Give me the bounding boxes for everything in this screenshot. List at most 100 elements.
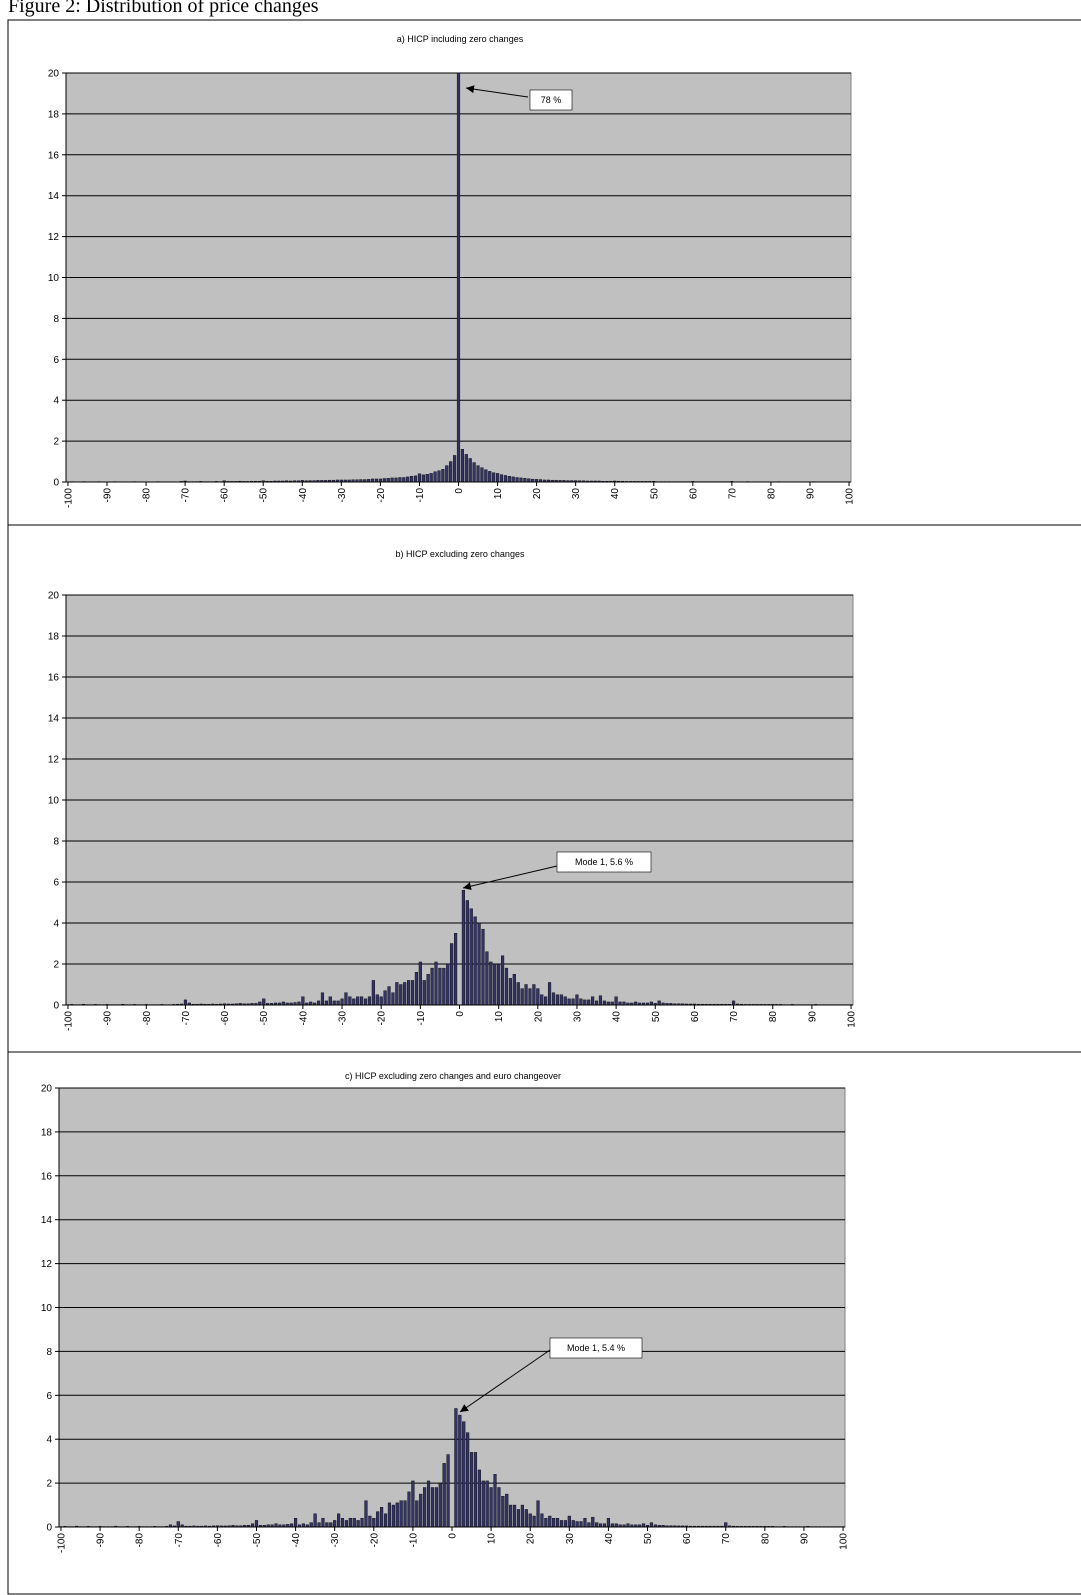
bar xyxy=(476,465,480,482)
x-tick-label: -60 xyxy=(213,1533,224,1548)
bar xyxy=(254,1520,259,1527)
bar xyxy=(363,998,368,1005)
bar xyxy=(383,1513,388,1527)
bar xyxy=(304,480,308,482)
bar xyxy=(399,984,403,1005)
annotation-arrow xyxy=(465,85,529,98)
bar xyxy=(423,1487,427,1527)
bar xyxy=(657,1525,661,1527)
bar xyxy=(336,1000,340,1005)
bar xyxy=(501,1496,505,1527)
bar xyxy=(403,982,407,1005)
bar xyxy=(575,1521,579,1527)
bar xyxy=(638,1524,642,1527)
bar xyxy=(575,994,579,1005)
bar xyxy=(285,1002,289,1005)
bar xyxy=(503,475,507,482)
x-tick-label: -80 xyxy=(142,488,153,503)
y-tick-label: 2 xyxy=(53,960,59,971)
bar xyxy=(453,455,457,482)
x-tick-label: 10 xyxy=(487,1533,498,1545)
bar xyxy=(234,1003,238,1005)
x-tick-label: -70 xyxy=(174,1533,185,1548)
bar xyxy=(524,1509,528,1527)
bar xyxy=(558,480,562,482)
x-tick-label: 60 xyxy=(682,1533,693,1545)
x-tick-label: 40 xyxy=(612,1011,623,1023)
x-tick-label: -90 xyxy=(103,488,114,503)
bar xyxy=(231,1525,235,1527)
bar xyxy=(446,1454,450,1527)
bar xyxy=(418,961,422,1005)
bar xyxy=(419,1493,423,1527)
x-tick-label: -30 xyxy=(338,1011,349,1026)
bar xyxy=(410,476,414,482)
bar xyxy=(454,933,458,1005)
y-tick-label: 14 xyxy=(48,714,60,725)
bar xyxy=(555,994,559,1005)
bar xyxy=(481,1480,485,1527)
bar xyxy=(524,984,528,1005)
bar xyxy=(394,477,398,482)
bar xyxy=(360,996,364,1005)
bar xyxy=(493,1474,497,1527)
annotation-box xyxy=(549,1337,643,1359)
bar xyxy=(333,1520,337,1527)
bar xyxy=(316,1000,321,1005)
x-tick-label: 20 xyxy=(526,1533,537,1545)
bar xyxy=(382,478,386,482)
x-tick-label: -10 xyxy=(416,1011,427,1026)
x-tick-label: 0 xyxy=(455,1011,466,1017)
y-tick-label: 12 xyxy=(41,1259,53,1270)
x-tick-label: 70 xyxy=(729,1011,740,1023)
chart-title: c) HICP excluding zero changes and euro … xyxy=(345,1071,561,1081)
bar xyxy=(602,1523,607,1527)
bar xyxy=(458,1414,462,1527)
y-tick-label: 18 xyxy=(48,109,60,120)
x-tick-label: 100 xyxy=(839,1533,850,1550)
bar xyxy=(380,1507,384,1527)
bar xyxy=(273,480,277,482)
bar xyxy=(489,1487,493,1527)
annotation: Mode 1, 5.6 % xyxy=(575,857,633,867)
bar xyxy=(473,1452,478,1527)
bar xyxy=(282,1524,286,1527)
y-tick-label: 20 xyxy=(48,69,60,80)
bar xyxy=(274,1523,278,1527)
x-tick-label: 50 xyxy=(651,1011,662,1023)
bar xyxy=(724,1522,728,1527)
bar xyxy=(426,974,430,1005)
bar xyxy=(402,477,406,482)
annotation: Mode 1, 5.4 % xyxy=(567,1343,625,1353)
bar xyxy=(429,473,433,482)
bar xyxy=(325,1522,329,1527)
bar xyxy=(466,1432,470,1527)
bar xyxy=(559,994,563,1005)
x-tick-label: -50 xyxy=(259,1011,270,1026)
x-tick-label: -10 xyxy=(415,488,426,503)
bar xyxy=(504,967,509,1005)
bar xyxy=(301,996,305,1005)
bar xyxy=(508,978,512,1005)
bar xyxy=(421,474,425,482)
bar xyxy=(563,996,567,1005)
bar xyxy=(547,982,552,1005)
bar xyxy=(348,1518,352,1527)
bar xyxy=(540,1513,544,1527)
y-tick-label: 8 xyxy=(53,837,59,848)
bar xyxy=(376,1511,380,1527)
bar xyxy=(536,988,540,1005)
bar xyxy=(337,1513,341,1527)
bar xyxy=(540,994,544,1005)
bar xyxy=(673,1003,677,1005)
bar xyxy=(379,996,383,1005)
bar xyxy=(300,480,304,482)
x-tick-label: 50 xyxy=(643,1533,654,1545)
y-tick-label: 10 xyxy=(41,1303,53,1314)
bar xyxy=(367,996,372,1005)
bar xyxy=(583,1518,587,1527)
bar xyxy=(292,480,297,482)
bar xyxy=(344,992,348,1005)
annotation-box xyxy=(556,851,652,873)
bar xyxy=(414,972,419,1005)
